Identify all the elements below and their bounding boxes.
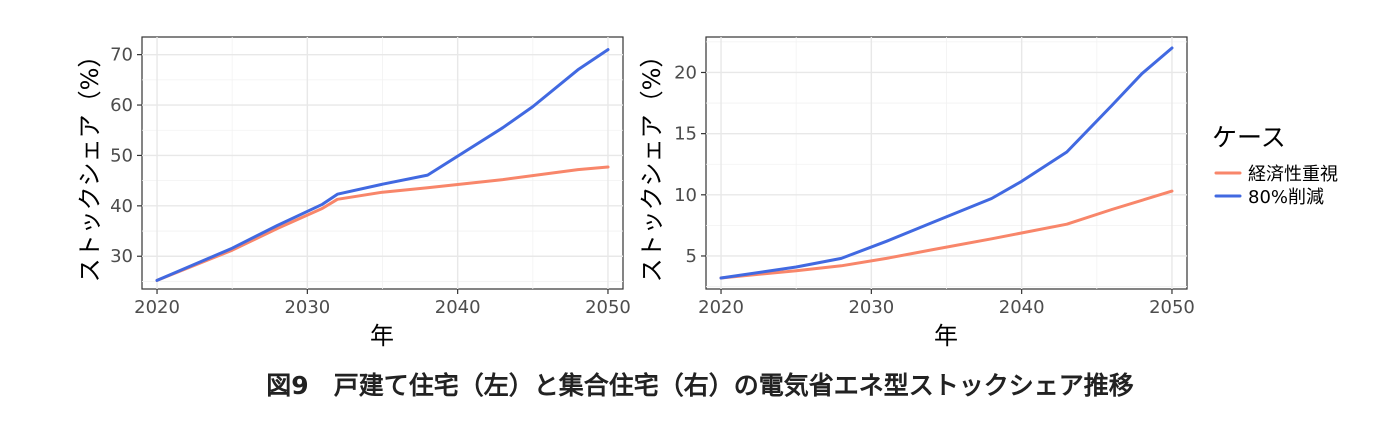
right-x-tick-label: 2030 — [848, 297, 894, 318]
right-y-ticks: 5 10 15 20 — [674, 62, 706, 267]
figure: 2020 2030 2040 2050 30 40 50 60 70 年 ストックシェア（%）… — [76, 36, 1338, 350]
left-y-tick-label: 70 — [110, 45, 133, 66]
left-y-ticks: 30 40 50 60 70 — [110, 45, 142, 267]
left-y-axis-title: ストックシェア（%） — [76, 44, 104, 283]
left-y-tick-label: 30 — [110, 246, 133, 267]
left-x-tick-label: 2020 — [134, 297, 180, 318]
left-x-tick-label: 2050 — [585, 297, 631, 318]
legend: ケース 経済性重視 80%削減 — [1212, 123, 1338, 208]
left-x-axis-title: 年 — [370, 322, 394, 350]
left-x-ticks: 2020 2030 2040 2050 — [134, 289, 631, 318]
left-y-tick-label: 50 — [110, 145, 133, 166]
left-series — [155, 48, 610, 282]
right-series-line-economy — [719, 189, 1174, 280]
right-x-axis-title: 年 — [934, 322, 958, 350]
right-y-tick-label: 10 — [674, 185, 697, 206]
right-series — [719, 46, 1174, 280]
right-chart-panel: 2020 2030 2040 2050 5 10 15 20 年 ストックシェア（%） — [638, 36, 1195, 350]
right-grid — [706, 37, 1187, 289]
left-x-tick-label: 2040 — [435, 297, 481, 318]
figure-caption: 図9 戸建て住宅（左）と集合住宅（右）の電気省エネ型ストックシェア推移 — [266, 371, 1134, 400]
right-y-axis-title: ストックシェア（%） — [638, 44, 666, 283]
left-series-line-economy — [155, 165, 610, 282]
right-x-tick-label: 2020 — [698, 297, 744, 318]
left-chart-panel: 2020 2030 2040 2050 30 40 50 60 70 年 ストックシェア（%） — [76, 36, 631, 350]
right-x-tick-label: 2040 — [999, 297, 1045, 318]
left-series-line-80pct-reduction — [155, 48, 610, 282]
legend-label-80pct-reduction: 80%削減 — [1248, 187, 1324, 208]
right-x-tick-label: 2050 — [1149, 297, 1195, 318]
legend-title: ケース — [1212, 123, 1286, 152]
left-x-tick-label: 2030 — [284, 297, 330, 318]
right-y-tick-label: 15 — [674, 124, 697, 145]
left-y-tick-label: 40 — [110, 196, 133, 217]
left-y-tick-label: 60 — [110, 95, 133, 116]
right-series-line-80pct-reduction — [719, 46, 1174, 280]
right-x-ticks: 2020 2030 2040 2050 — [698, 289, 1195, 318]
right-y-tick-label: 5 — [686, 246, 697, 267]
legend-label-economy: 経済性重視 — [1248, 164, 1338, 185]
right-y-tick-label: 20 — [674, 62, 697, 83]
